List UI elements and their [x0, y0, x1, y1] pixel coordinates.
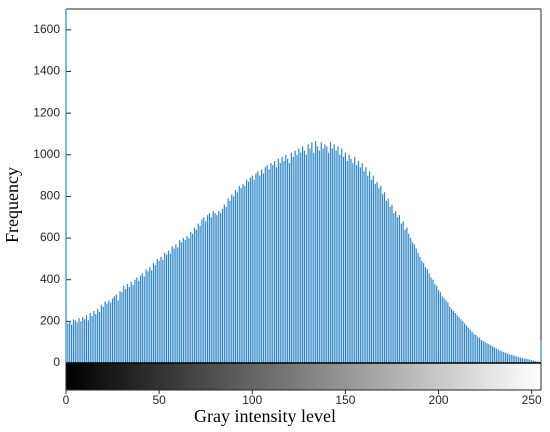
y-tick-label: 1000: [33, 147, 60, 161]
x-axis-label: Gray intensity level: [194, 406, 336, 426]
y-tick-label: 400: [40, 272, 60, 286]
y-tick-label: 1200: [33, 105, 60, 119]
y-tick-label: 600: [40, 230, 60, 244]
x-tick-label: 50: [152, 393, 166, 407]
y-tick-label: 800: [40, 189, 60, 203]
y-tick-label: 1600: [33, 22, 60, 36]
x-tick-label: 100: [242, 393, 262, 407]
x-tick-label: 200: [429, 393, 449, 407]
y-axis-label: Frequency: [2, 167, 22, 243]
x-tick-label: 150: [335, 393, 355, 407]
y-tick-label: 200: [40, 314, 60, 328]
x-tick-label: 250: [522, 393, 542, 407]
y-tick-label: 0: [53, 355, 60, 369]
x-tick-label: 0: [63, 393, 70, 407]
colorbar: [65, 362, 542, 391]
y-tick-label: 1400: [33, 64, 60, 78]
